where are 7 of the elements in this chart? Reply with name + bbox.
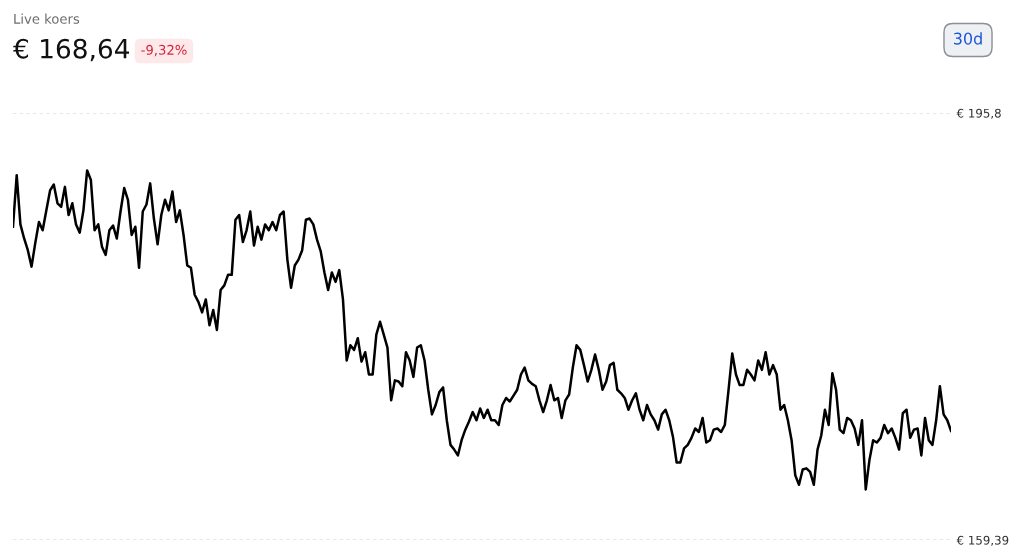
text: € 168,64 xyxy=(13,38,130,62)
line-series xyxy=(13,169,951,491)
y-tick-label: € 195,8 xyxy=(956,108,1001,119)
text: -9,32% xyxy=(141,44,187,57)
text: 30d xyxy=(953,32,982,45)
y-tick-label: € 159,39 xyxy=(956,535,1009,546)
chart-title: Live koers xyxy=(14,13,80,24)
